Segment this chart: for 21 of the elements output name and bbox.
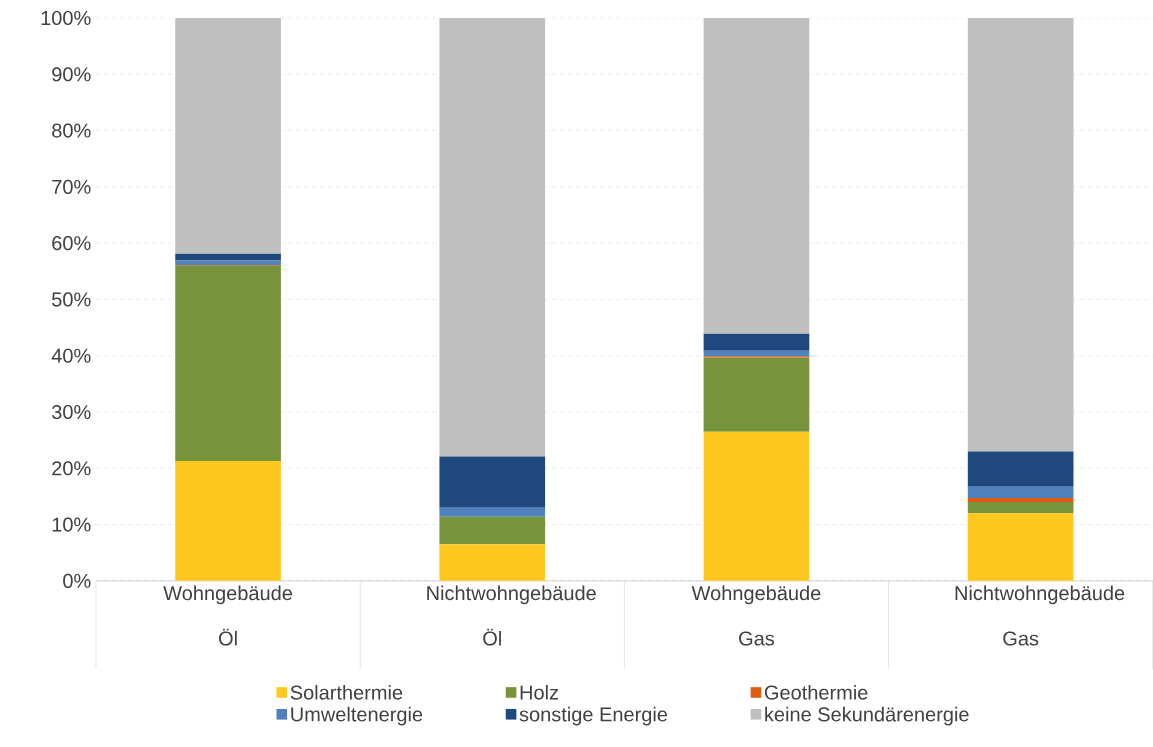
y-tick-label: 100% [41, 10, 91, 26]
y-tick-label: 70% [52, 179, 91, 194]
y-tick-label: 50% [52, 292, 91, 307]
y-tick-label: 20% [52, 461, 91, 476]
y-tick-label: 90% [52, 67, 91, 82]
legend-label: Solarthermie [290, 685, 403, 700]
legend-label: Holz [520, 685, 559, 700]
legend-label: keine Sekundärenergie [765, 706, 969, 726]
legend-label: Umweltenergie [291, 706, 423, 726]
category-label: Nichtwohngebäude Öl [427, 585, 596, 646]
category-label: Wohngebäude Öl [163, 585, 293, 646]
category-label: Nichtwohngebäude Gas [955, 585, 1125, 646]
legend-label: sonstige Energie [519, 706, 668, 726]
legend-label: Geothermie [764, 685, 868, 700]
y-tick-label: 10% [52, 517, 91, 532]
category-label: Wohngebäude Gas [691, 585, 821, 646]
y-tick-label: 0% [63, 573, 91, 589]
y-tick-label: 60% [52, 236, 91, 251]
y-tick-label: 30% [52, 405, 91, 420]
y-tick-label: 80% [52, 123, 91, 138]
y-tick-label: 40% [51, 348, 91, 363]
